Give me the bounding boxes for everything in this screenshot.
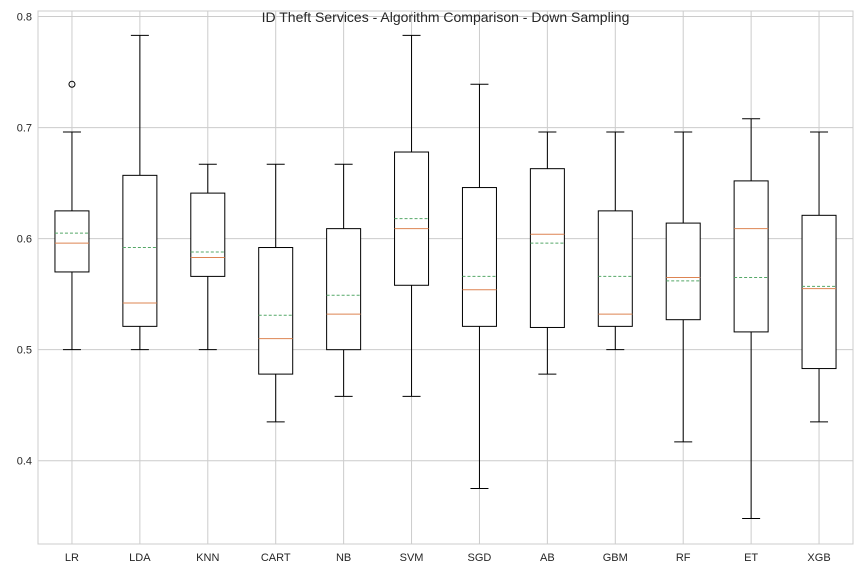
grid-lines — [38, 11, 853, 544]
box-svm — [394, 34, 430, 397]
iqr-box — [122, 174, 158, 327]
outlier-point — [68, 80, 76, 88]
iqr-box — [461, 187, 497, 327]
x-tick-label: CART — [261, 552, 291, 564]
y-tick-label: 0.7 — [17, 123, 32, 135]
y-tick-label: 0.4 — [17, 456, 32, 468]
x-tick-label: SGD — [468, 552, 492, 564]
iqr-box — [665, 222, 701, 321]
y-tick-label: 0.6 — [17, 234, 32, 246]
y-tick-labels: 0.4 0.5 0.6 0.7 0.8 — [17, 12, 32, 468]
iqr-box — [258, 247, 294, 375]
box-xgb — [801, 131, 837, 423]
box-gbm — [597, 131, 633, 351]
x-tick-label: ET — [744, 552, 758, 564]
box-ab — [529, 131, 565, 375]
iqr-box — [733, 180, 769, 333]
x-tick-label: LDA — [129, 552, 151, 564]
iqr-box — [801, 214, 837, 370]
box-sgd — [461, 83, 497, 489]
x-tick-labels: LR LDA KNN CART NB SVM SGD AB GBM RF ET XGB — [65, 552, 831, 564]
x-tick-label: SVM — [400, 552, 424, 564]
x-tick-label: AB — [540, 552, 555, 564]
x-tick-label: KNN — [196, 552, 219, 564]
chart-title: ID Theft Services - Algorithm Comparison… — [262, 9, 630, 25]
box-lr — [54, 80, 90, 351]
box-et — [733, 118, 769, 519]
iqr-box — [190, 192, 226, 277]
x-tick-label: LR — [65, 552, 79, 564]
box-rf — [665, 131, 701, 443]
x-tick-label: XGB — [807, 552, 830, 564]
iqr-box — [529, 168, 565, 328]
y-tick-label: 0.8 — [17, 12, 32, 24]
iqr-box — [54, 210, 90, 273]
box-nb — [326, 163, 362, 397]
iqr-box — [597, 210, 633, 327]
iqr-box — [326, 228, 362, 351]
box-cart — [258, 163, 294, 423]
x-tick-label: GBM — [603, 552, 628, 564]
box-lda — [122, 34, 158, 351]
box-knn — [190, 163, 226, 351]
x-tick-label: RF — [676, 552, 691, 564]
boxes — [54, 34, 837, 519]
axes-frame — [37, 10, 854, 545]
y-tick-label: 0.5 — [17, 345, 32, 357]
x-tick-label: NB — [336, 552, 351, 564]
